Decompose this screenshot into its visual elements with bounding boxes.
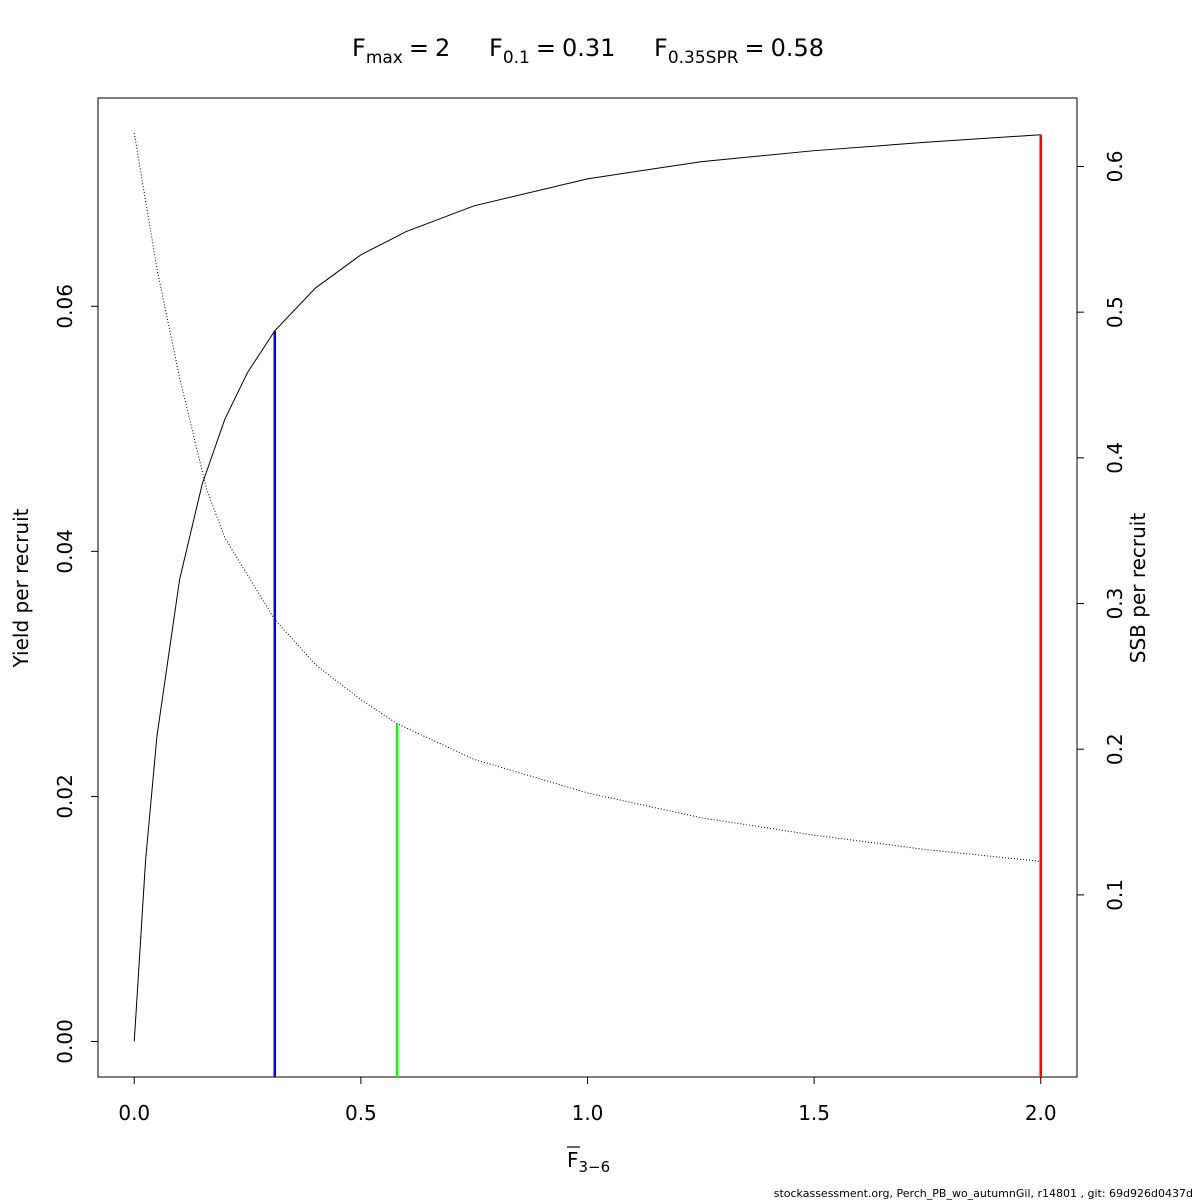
curve (133, 134, 1041, 1042)
title-relation: = (745, 34, 765, 62)
title-value: 0.58 (771, 34, 824, 62)
title-relation: = (536, 34, 556, 62)
x-tick-label: 1.5 (798, 1101, 830, 1125)
title-value: 2 (435, 34, 450, 62)
x-label-subscript: 3−6 (579, 1158, 611, 1176)
x-label-symbol: F (567, 1148, 579, 1172)
x-tick-label: 2.0 (1025, 1101, 1057, 1125)
y-tick-label: 0.06 (53, 284, 77, 329)
y-tick-label: 0.00 (53, 1019, 77, 1064)
y2-axis-label: SSB per recruit (1126, 513, 1150, 664)
x-axis-label: F3−6 (567, 1148, 610, 1176)
title-item: F0.1 = 0.31 (489, 34, 615, 68)
curve (133, 132, 1041, 862)
title-symbol: F (489, 34, 503, 62)
title-value: 0.31 (562, 34, 615, 62)
y2-tick-label: 0.2 (1103, 733, 1127, 765)
title-item: Fmax = 2 (352, 34, 450, 68)
y2-tick-label: 0.6 (1103, 151, 1127, 183)
x-tick-label: 0.5 (345, 1101, 377, 1125)
footer: stockassessment.org, Perch_PB_wo_autumnG… (774, 1187, 1193, 1200)
y-axis-label: Yield per recruit (9, 508, 33, 668)
title-subscript: 0.1 (503, 48, 530, 68)
y2-tick-label: 0.3 (1103, 588, 1127, 620)
y2-tick-label: 0.5 (1103, 296, 1127, 328)
x-tick-label: 1.0 (572, 1101, 604, 1125)
title-relation: = (409, 34, 429, 62)
y2-tick-label: 0.4 (1103, 442, 1127, 474)
x-tick-label: 0.0 (118, 1101, 150, 1125)
y-tick-label: 0.04 (53, 529, 77, 574)
title-subscript: max (366, 48, 403, 68)
plot-frame (97, 97, 1078, 1078)
title-symbol: F (352, 34, 366, 62)
y2-tick-label: 0.1 (1103, 879, 1127, 911)
title-symbol: F (654, 34, 668, 62)
title-subscript: 0.35SPR (668, 48, 739, 68)
y-tick-label: 0.02 (53, 774, 77, 819)
title-item: F0.35SPR = 0.58 (654, 34, 824, 68)
